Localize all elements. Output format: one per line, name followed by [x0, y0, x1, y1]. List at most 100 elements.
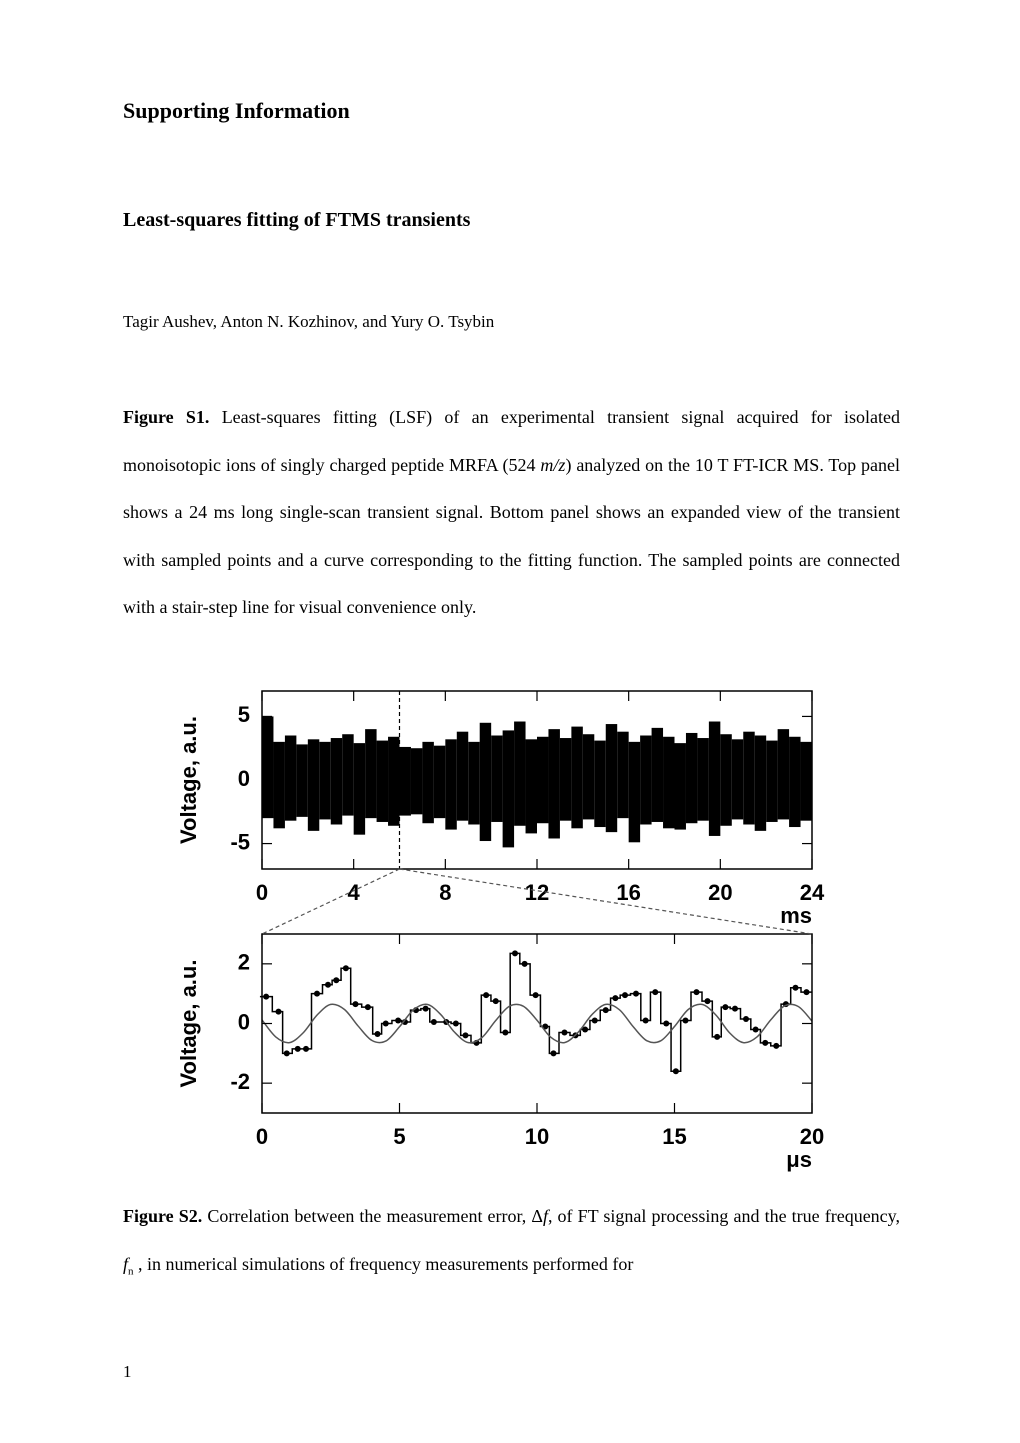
x-tick-label: 24 — [800, 880, 825, 905]
caption-text: , of FT signal processing and the true f… — [547, 1206, 900, 1226]
sample-point — [314, 990, 320, 997]
sample-point — [622, 992, 628, 999]
y-axis-label: Voltage, a.u. — [176, 960, 201, 1088]
sample-point — [550, 1050, 557, 1057]
sample-point — [682, 1017, 689, 1024]
signal-range — [514, 721, 526, 826]
y-tick-label: 5 — [238, 702, 250, 727]
signal-range — [697, 738, 709, 821]
y-tick-label: 0 — [238, 766, 250, 791]
sample-point — [561, 1029, 568, 1036]
signal-range — [319, 741, 331, 820]
x-tick-label: 5 — [393, 1124, 405, 1149]
signal-range — [548, 729, 560, 839]
signal-range — [307, 739, 320, 831]
signal-range — [445, 739, 457, 830]
signal-range — [708, 721, 721, 836]
sample-point — [283, 1050, 290, 1057]
signal-range — [674, 743, 686, 830]
x-tick-label: 8 — [439, 880, 451, 905]
subtitle: Least-squares fitting of FTMS transients — [123, 209, 471, 231]
x-tick-label: 15 — [662, 1124, 686, 1149]
signal-range — [422, 741, 434, 824]
signal-range — [685, 732, 698, 824]
signal-range — [479, 722, 492, 842]
sample-point — [633, 990, 639, 997]
sample-point — [773, 1042, 780, 1049]
sample-point — [582, 1026, 589, 1033]
sample-point — [714, 1033, 721, 1040]
zoom-connector — [399, 868, 813, 935]
signal-range — [410, 748, 423, 815]
signal-range — [468, 741, 480, 825]
caption-text: ) analyzed on the 10 T FT-ICR MS. Top pa… — [123, 454, 900, 618]
signal-range — [559, 738, 572, 821]
sample-point — [704, 998, 711, 1005]
signal-range — [491, 735, 503, 822]
sample-point — [303, 1045, 309, 1052]
sample-point — [792, 984, 799, 991]
signal-range — [628, 741, 641, 843]
signal-range — [594, 740, 606, 828]
sample-point — [803, 989, 810, 996]
signal-range — [789, 736, 801, 828]
signal-range — [330, 738, 343, 825]
sample-point — [382, 1020, 389, 1027]
signal-range — [342, 734, 354, 816]
signal-range — [365, 729, 377, 819]
x-tick-label: 20 — [708, 880, 732, 905]
signal-range — [502, 730, 515, 848]
y-tick-label: 2 — [238, 950, 250, 975]
signal-range — [731, 739, 744, 820]
sample-point — [483, 992, 490, 999]
subscript: n — [128, 1265, 134, 1278]
sample-point — [275, 1008, 282, 1015]
signal-range — [651, 727, 664, 822]
signal-range — [296, 744, 308, 817]
title: Supporting Information — [123, 98, 350, 123]
signal-range — [571, 726, 583, 829]
sample-point — [462, 1032, 469, 1039]
symbol: f — [542, 1206, 548, 1226]
signal-range — [388, 736, 400, 826]
x-axis-unit: μs — [786, 1147, 812, 1172]
sample-point — [430, 1019, 437, 1026]
caption: Figure S1. Least-squares fitting (LSF) o… — [123, 394, 900, 632]
sample-point — [672, 1068, 679, 1075]
sample-point — [352, 1001, 359, 1008]
plot-frame — [261, 933, 813, 1114]
signal-range — [537, 736, 549, 824]
authors: Tagir Aushev, Anton N. Kozhinov, and Yur… — [123, 312, 495, 331]
signal-range — [640, 735, 652, 825]
signal-range — [273, 741, 285, 829]
signal-range — [766, 740, 778, 822]
y-tick-label: 0 — [238, 1009, 250, 1034]
sample-point — [732, 1005, 738, 1012]
signal-range — [605, 724, 618, 833]
signal-range — [777, 729, 790, 820]
sample-point — [602, 1007, 609, 1014]
sample-point — [521, 960, 528, 967]
signal-range — [800, 741, 812, 821]
sample-point — [333, 977, 340, 984]
x-axis-unit: ms — [780, 903, 812, 928]
x-tick-label: 4 — [348, 880, 361, 905]
sample-point — [532, 992, 539, 999]
sample-point — [591, 1017, 598, 1024]
caption-text: Correlation between the measurement erro… — [202, 1206, 532, 1226]
sample-point — [512, 950, 518, 957]
sample-point — [762, 1039, 769, 1046]
x-tick-label: 10 — [525, 1124, 549, 1149]
signal-range — [284, 735, 297, 821]
signal-range — [262, 716, 274, 819]
sample-point — [364, 1004, 371, 1011]
signal-range — [754, 735, 767, 831]
sample-point — [652, 989, 659, 996]
signal-range — [525, 739, 537, 834]
caption-text: , in numerical simulations of frequency … — [133, 1253, 634, 1274]
signal-range — [376, 740, 389, 822]
fit-curve — [261, 1003, 813, 1044]
y-axis-label: Voltage, a.u. — [176, 716, 201, 844]
